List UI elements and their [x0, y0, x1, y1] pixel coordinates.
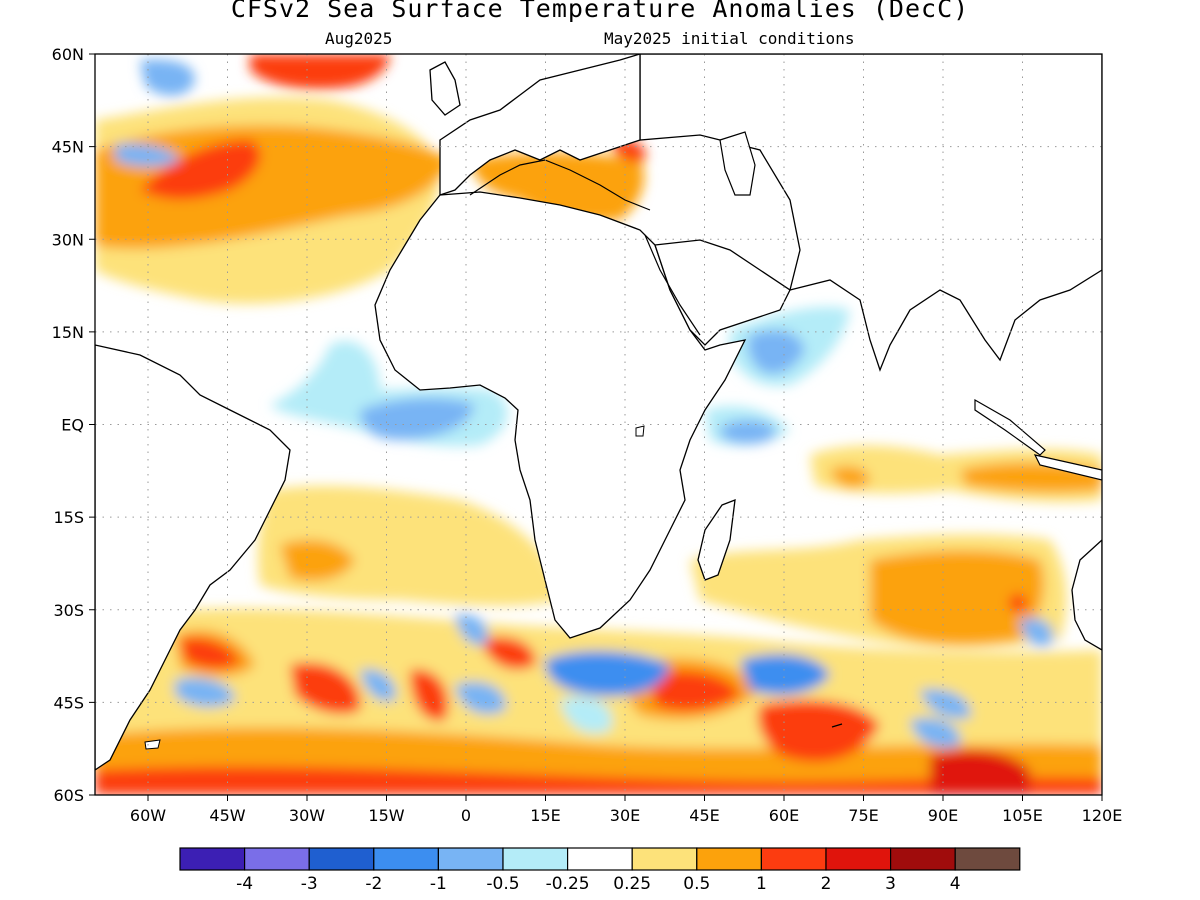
- valid-month-label: Aug2025: [325, 29, 393, 48]
- colorbar-swatch: [760, 847, 827, 871]
- colorbar: -4 -3 -2 -1 -0.5 -0.25 0.25 0.5 1 2 3 4: [179, 847, 1021, 894]
- mediterranean-sea: [469, 159, 651, 211]
- grid-lines: [95, 54, 1102, 795]
- initial-conditions-label: May2025 initial conditions: [604, 29, 855, 48]
- x-axis-labels: 60W 45W 30W 15W 0 15E 30E 45E 60E 75E 90E 105E 120E: [130, 795, 1122, 825]
- y-axis-labels: 60N 45N 30N 15N EQ 15S 30S 45S 60S: [52, 45, 95, 805]
- colorbar-swatch: [244, 847, 310, 871]
- x-tick-label: 45W: [209, 806, 245, 825]
- colorbar-label: -0.5: [486, 874, 519, 894]
- y-tick-label: 45S: [53, 693, 84, 712]
- x-tick-label: 0: [461, 806, 471, 825]
- x-tick-label: 30E: [610, 806, 640, 825]
- colorbar-swatch: [566, 847, 633, 871]
- south-america-landmass: [95, 344, 291, 771]
- x-tick-label: 75E: [848, 806, 878, 825]
- x-tick-label: 45E: [689, 806, 719, 825]
- indonesia-islands: [974, 398, 1102, 481]
- colorbar-swatch: [954, 847, 1021, 871]
- x-tick-label: 15W: [368, 806, 404, 825]
- x-tick-label: 30W: [289, 806, 325, 825]
- colorbar-label: 0.25: [613, 874, 651, 894]
- y-tick-label: 15N: [52, 323, 84, 342]
- colorbar-swatch: [437, 847, 504, 871]
- x-tick-label: 90E: [928, 806, 958, 825]
- colorbar-label: 4: [950, 874, 961, 894]
- landmasses: [95, 54, 1102, 771]
- red-sea: [644, 234, 701, 336]
- x-tick-label: 60E: [769, 806, 799, 825]
- y-tick-label: 30S: [53, 601, 84, 620]
- y-tick-label: 60S: [53, 786, 84, 805]
- colorbar-swatch: [825, 847, 892, 871]
- y-tick-label: 45N: [52, 138, 84, 157]
- colorbar-label: 0.5: [683, 874, 710, 894]
- colorbar-label: -4: [236, 874, 253, 894]
- colorbar-swatch: [308, 847, 375, 871]
- x-tick-label: 60W: [130, 806, 166, 825]
- y-tick-label: 30N: [52, 230, 84, 249]
- caspian-sea: [719, 131, 756, 196]
- y-tick-label: 15S: [53, 508, 84, 527]
- anomaly-field: [95, 54, 1102, 795]
- y-tick-label: EQ: [61, 416, 84, 435]
- uk-landmass: [429, 61, 461, 116]
- colorbar-swatch: [696, 847, 762, 871]
- colorbar-label: -1: [430, 874, 447, 894]
- lake-victoria: [635, 425, 645, 437]
- colorbar-label: -0.25: [546, 874, 590, 894]
- colorbar-label: 1: [756, 874, 767, 894]
- x-tick-label: 105E: [1002, 806, 1043, 825]
- colorbar-swatch: [631, 847, 698, 871]
- colorbar-label: 3: [885, 874, 896, 894]
- europe-landmass: [439, 54, 641, 196]
- falklands: [144, 739, 161, 750]
- colorbar-swatch: [373, 847, 439, 871]
- x-tick-label: 15E: [530, 806, 560, 825]
- colorbar-label: -3: [301, 874, 318, 894]
- x-tick-label: 120E: [1082, 806, 1123, 825]
- australia-landmass: [1071, 539, 1102, 651]
- map-title: CFSv2 Sea Surface Temperature Anomalies …: [230, 0, 970, 23]
- colorbar-label: 2: [821, 874, 832, 894]
- madagascar-landmass: [697, 499, 736, 581]
- colorbar-swatch: [889, 847, 956, 871]
- colorbar-swatch: [502, 847, 569, 871]
- kerguelen: [831, 723, 843, 728]
- colorbar-swatch: [179, 847, 246, 871]
- colorbar-label: -2: [365, 874, 382, 894]
- y-tick-label: 60N: [52, 45, 84, 64]
